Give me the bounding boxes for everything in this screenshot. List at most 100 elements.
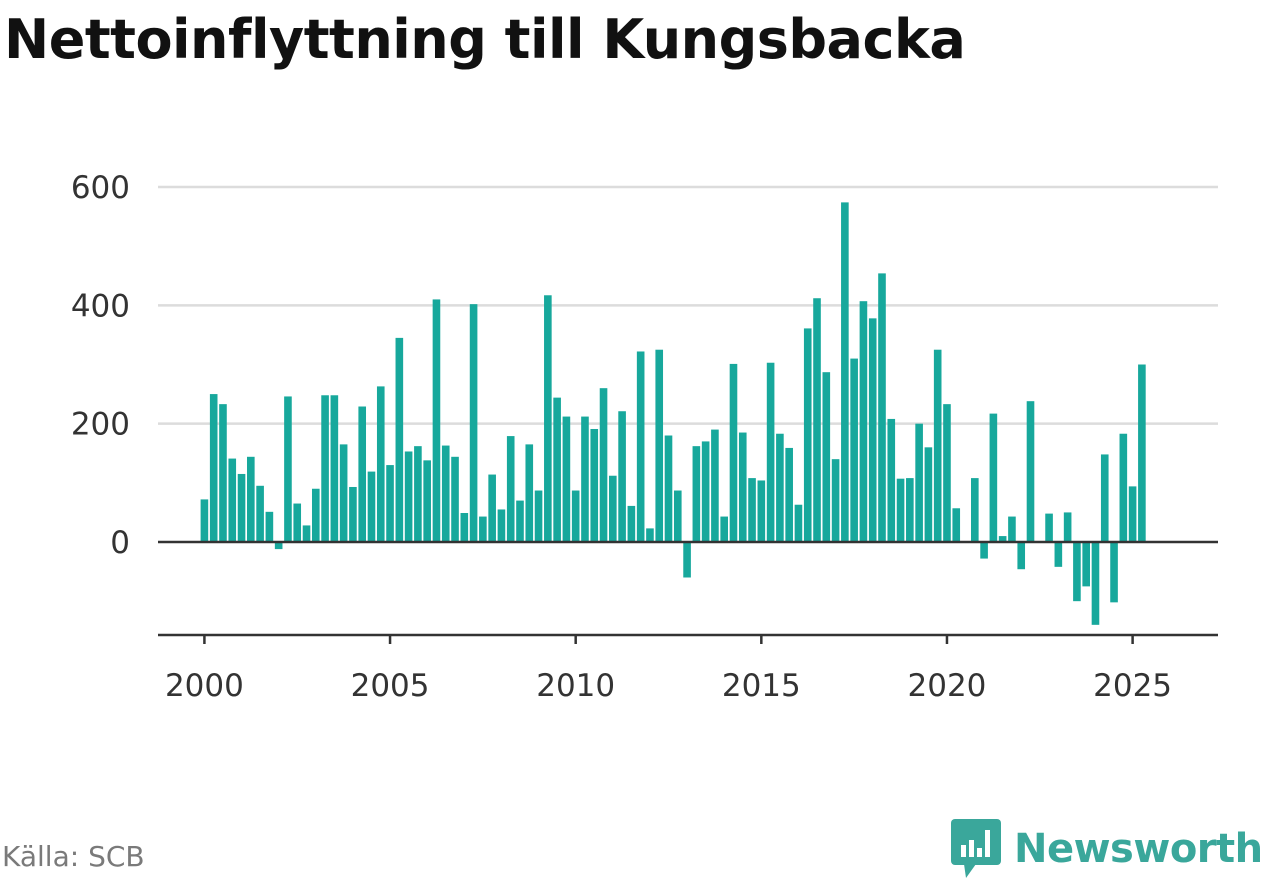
brand-logo: Newsworthy [950, 818, 1262, 880]
bar [432, 299, 441, 542]
bar [479, 516, 487, 542]
bar [785, 447, 793, 542]
bar [553, 397, 561, 542]
y-tick-label: 0 [110, 525, 130, 561]
bar [701, 441, 710, 542]
x-tick-label: 2005 [351, 668, 430, 704]
bar [1073, 542, 1081, 602]
bars [200, 202, 1146, 625]
bar [618, 411, 626, 542]
bar [228, 458, 237, 542]
bar [265, 511, 274, 542]
bar [711, 429, 719, 542]
bar [274, 542, 283, 550]
y-tick-label: 200 [71, 407, 130, 443]
bar [720, 516, 728, 542]
bar [1008, 516, 1016, 542]
bar [349, 486, 357, 542]
y-tick-label: 600 [71, 170, 130, 206]
bar [460, 513, 469, 542]
bar [376, 386, 385, 542]
bar [247, 456, 255, 542]
bar [302, 525, 311, 542]
axes [158, 540, 1218, 644]
bar [423, 460, 431, 542]
bar [729, 363, 738, 542]
bar [636, 351, 645, 542]
bar [794, 504, 803, 542]
bar [803, 328, 812, 542]
bar [1138, 364, 1146, 542]
brand-name: Newsworthy [1014, 826, 1262, 872]
bar [571, 490, 580, 542]
y-tick-label: 400 [71, 288, 130, 324]
bar [896, 478, 905, 542]
bar [766, 362, 775, 542]
bar [200, 499, 209, 542]
bar [980, 542, 988, 559]
bar [386, 465, 394, 542]
bar [813, 298, 821, 542]
bar-chart-speech-bubble-icon [951, 819, 1001, 878]
bar [451, 456, 459, 542]
bar [358, 406, 367, 542]
bar [915, 423, 923, 542]
bar [673, 490, 682, 542]
bar [692, 446, 701, 542]
bar [831, 459, 840, 542]
x-tick-label: 2000 [165, 668, 244, 704]
bar [562, 416, 571, 542]
bar [627, 505, 636, 542]
bar [516, 500, 524, 542]
bar [924, 447, 933, 542]
bar [1026, 401, 1035, 542]
bar [404, 451, 413, 542]
bar [395, 337, 404, 543]
bar [943, 404, 951, 542]
bar [256, 485, 264, 542]
bar [293, 503, 302, 542]
bar [469, 304, 478, 542]
bar [1063, 512, 1072, 542]
bar [506, 436, 515, 542]
bar [1091, 542, 1100, 625]
bar [655, 349, 664, 542]
bar [534, 490, 543, 542]
x-tick-label: 2020 [908, 668, 987, 704]
bar [850, 358, 858, 542]
bar [868, 318, 877, 542]
bar [776, 433, 784, 542]
bar [1082, 542, 1090, 587]
chart-title: Nettoinflyttning till Kungsbacka [4, 8, 966, 71]
bar [219, 404, 227, 542]
bar [525, 444, 534, 543]
bar [1119, 433, 1128, 542]
bar [367, 471, 376, 542]
bar [544, 295, 552, 542]
bar [590, 428, 599, 542]
x-tick-label: 2010 [536, 668, 615, 704]
bar [1128, 486, 1137, 542]
bar [209, 394, 218, 542]
bar [1017, 542, 1026, 570]
bar [664, 435, 673, 542]
bar [488, 474, 496, 542]
bar [609, 475, 617, 542]
bar [330, 395, 339, 542]
bar [441, 445, 450, 542]
bar [311, 488, 320, 542]
bar [414, 446, 422, 542]
bar [822, 372, 831, 542]
x-tick-labels: 2000 2005 2010 2015 2020 2025 [165, 668, 1172, 704]
bar [284, 396, 292, 542]
source-note: Källa: SCB [2, 840, 145, 873]
bar [748, 478, 756, 542]
bar [757, 480, 766, 542]
bar [906, 478, 914, 542]
bar [1110, 542, 1118, 603]
bar [581, 416, 589, 542]
bar [599, 388, 608, 542]
bar [971, 478, 979, 542]
bar [497, 509, 506, 542]
